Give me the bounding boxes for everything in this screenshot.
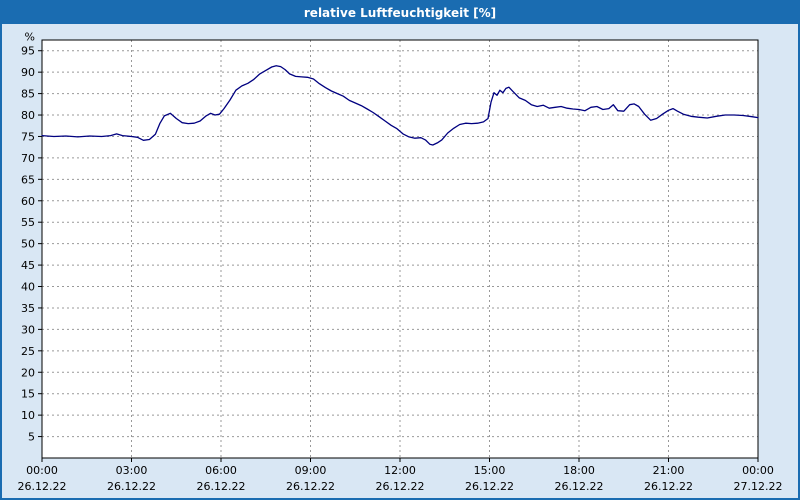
- chart-area: 95 90 85 80 75 70 65 60 55 50 45 40 35 30 25 20 15 10 5% 00…: [2, 24, 798, 498]
- plot-frame: [41, 39, 759, 459]
- axis-ticks: [38, 50, 759, 462]
- y-axis-label: 50: [21, 238, 35, 251]
- x-axis-time-label: 21:00: [653, 464, 685, 477]
- x-axis-time-label: 06:00: [205, 464, 237, 477]
- y-axis-label: 35: [21, 302, 35, 315]
- x-axis-date-label: 26.12.22: [286, 480, 335, 493]
- humidity-line-chart: 95 90 85 80 75 70 65 60 55 50 45 40 35 30 25 20 15 10 5% 00…: [18, 31, 783, 493]
- plot-background: [42, 40, 758, 458]
- y-axis-label: 45: [21, 259, 35, 272]
- chart-title: relative Luftfeuchtigkeit [%]: [303, 6, 497, 20]
- x-axis-date-label: 26.12.22: [107, 480, 156, 493]
- x-axis-time-label: 09:00: [295, 464, 327, 477]
- y-axis-label: 25: [21, 345, 35, 358]
- y-axis-label: 30: [21, 323, 35, 336]
- title-bar: relative Luftfeuchtigkeit [%]: [2, 2, 798, 24]
- y-axis-label: 5: [28, 431, 35, 444]
- y-axis-label: 20: [21, 366, 35, 379]
- x-axis-time-label: 03:00: [116, 464, 148, 477]
- x-axis-time-label: 18:00: [563, 464, 595, 477]
- y-axis-label: 95: [21, 45, 35, 58]
- y-axis-label: 15: [21, 388, 35, 401]
- y-axis-label: 60: [21, 195, 35, 208]
- grid: [42, 40, 758, 458]
- x-axis-date-label: 26.12.22: [197, 480, 246, 493]
- y-axis-unit-label: %: [25, 31, 35, 44]
- y-axis-labels: 95 90 85 80 75 70 65 60 55 50 45 40 35 30 25 20 15 10 5%: [21, 31, 35, 444]
- x-axis-time-label: 00:00: [26, 464, 58, 477]
- y-axis-label: 70: [21, 152, 35, 165]
- y-axis-label: 80: [21, 109, 35, 122]
- x-axis-date-label: 26.12.22: [465, 480, 514, 493]
- y-axis-label: 55: [21, 216, 35, 229]
- y-axis-label: 40: [21, 281, 35, 294]
- x-axis-date-label: 26.12.22: [555, 480, 604, 493]
- x-axis-date-label: 27.12.22: [734, 480, 783, 493]
- y-axis-label: 85: [21, 88, 35, 101]
- x-axis-time-label: 15:00: [474, 464, 506, 477]
- x-axis-date-label: 26.12.22: [644, 480, 693, 493]
- x-axis-date-label: 26.12.22: [18, 480, 67, 493]
- y-axis-label: 75: [21, 130, 35, 143]
- humidity-series-line: [41, 65, 759, 146]
- y-axis-label: 10: [21, 409, 35, 422]
- x-axis-time-label: 00:00: [742, 464, 774, 477]
- x-axis-labels: 00:00 26.12.22 03:00 26.12.22 06:00 26.12.22 0…: [18, 464, 783, 493]
- x-axis-date-label: 26.12.22: [376, 480, 425, 493]
- x-axis-time-label: 12:00: [384, 464, 416, 477]
- y-axis-label: 90: [21, 66, 35, 79]
- y-axis-label: 65: [21, 173, 35, 186]
